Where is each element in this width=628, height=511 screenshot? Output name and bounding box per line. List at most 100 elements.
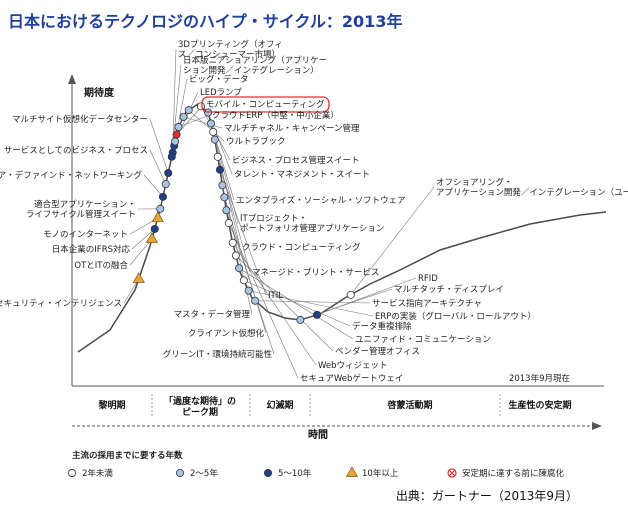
point-label-19: OTとITの融合 [74,260,128,271]
data-point-33 [296,315,305,324]
legend-marker-gt10 [345,466,359,477]
point-label-21: マネージド・プリント・サービス [252,268,379,278]
x-axis-label: 時間 [308,428,328,441]
data-point-31 [244,286,253,295]
point-label-7: マルチチャネル・キャンペーン管理 [224,123,360,134]
data-point-21 [213,152,222,161]
point-label-13: 適合型アプリケーション・ライフサイクル管理スイート [26,199,136,220]
data-point-26 [224,219,233,228]
legend-label-gt10: 10年以上 [362,468,399,479]
point-label-0: 3Dプリンティング（オフィス／コンシューマー市場） [178,39,283,60]
data-point-20 [132,272,145,283]
point-label-18: 日本企業のIFRS対応 [52,244,131,255]
legend-label-obsolete: 安定期に達する前に陳腐化 [462,468,565,479]
leader-line-30 [243,280,351,327]
point-label-6: マルチサイト仮想化データセンター [12,114,148,125]
point-label-1: 日本版ニアショアリング（アプリケーション開発／インテグレーション） [183,55,327,76]
point-label-15: モノのインターネット [43,230,128,240]
point-label-32: サービス指向アーキテクチャ [372,298,482,309]
point-label-14: エンタプライズ・ソーシャル・ソフトウェア [236,195,406,206]
data-point-5 [174,123,183,132]
phase-label-4: 生産性の安定期 [508,399,571,411]
data-point-32 [251,296,260,305]
highlight-box [201,96,330,113]
point-label-35: オフショアリング・アプリケーション開発／インテグレーション（ユーザー直接） [436,177,628,198]
point-label-8: ウルトラブック [226,136,286,147]
time-arrow-head [592,422,602,430]
legend-marker-5to10 [263,468,272,477]
point-label-3: LEDランプ [200,88,242,98]
phase-label-1: 「過度な期待」のピーク期 [164,395,236,418]
data-point-15 [151,211,164,222]
leader-line-6 [149,118,169,174]
point-label-30: データ重複排除 [352,321,412,332]
data-point-6 [164,168,173,177]
point-label-20: セキュリティ・インテリジェンス [0,299,122,309]
point-label-17: クラウド・コンピューティング [242,242,361,253]
data-point-3 [171,137,180,146]
point-label-10: ビジネス・プロセス管理スイート [232,155,360,166]
point-label-11: タレント・マネジメント・スイート [234,170,370,180]
point-label-25: グリーンIT・環境持続可能性 [163,349,273,360]
data-point-25 [222,206,231,215]
leader-line-26 [228,222,299,379]
point-label-2: ビッグ・データ [189,74,249,85]
leader-line-20 [123,278,140,304]
chart-title: 日本におけるテクノロジのハイプ・サイクル：2013年 [8,12,402,31]
data-point-22 [215,165,224,174]
source-note: 出典：ガートナー（2013年9月） [396,489,578,503]
leader-line-29 [238,267,354,340]
leader-line-25 [226,210,275,355]
point-label-27: Webウィジェット [318,361,388,371]
data-point-17 [210,135,219,144]
point-label-28: ベンダー管理オフィス [335,346,420,357]
point-label-24: クライアント仮想化 [188,328,265,339]
data-point-34 [313,310,322,319]
point-label-9: サービスとしてのビジネス・プロセス [4,146,148,156]
leader-line-12 [143,174,164,198]
data-point-8 [184,106,193,115]
legend-label-5to10: 5〜10年 [278,468,312,479]
point-label-26: セキュアWebゲートウェイ [300,373,403,384]
point-label-22: ITIL [268,291,283,301]
legend-label-2to5: 2〜5年 [190,468,218,479]
phase-layer: 黎明期 「過度な期待」のピーク期 幻滅期 啓蒙活動期 生産性の安定期 [97,394,572,418]
data-point-12 [158,192,167,201]
data-point-4 [172,130,181,139]
legend-marker-cross [449,470,455,476]
data-point-1 [167,152,176,161]
data-point-7 [179,112,188,121]
leader-line-27 [232,242,317,366]
data-point-13 [156,204,165,213]
data-point-14 [206,119,215,128]
leader-line-28 [235,255,334,352]
data-point-29 [235,264,244,273]
phase-label-0: 黎明期 [97,399,125,411]
point-label-12: ソフトウェア・デファインド・ネットワーキング [0,170,142,181]
data-point-9 [161,180,170,189]
y-axis-arrow [68,74,76,84]
leader-line-31 [248,290,374,317]
legend-marker-2to5 [175,468,184,477]
data-point-18 [150,224,159,233]
leader-line-9 [149,149,167,185]
leader-line-24 [224,197,267,334]
leader-line-35 [350,186,435,295]
data-point-19 [145,232,159,243]
point-label-31: ERPの実装（グローバル・ロールアウト） [375,311,536,322]
leader-line-21 [217,156,251,273]
point-label-33: マルチタッチ・ディスプレイ [394,284,504,295]
point-label-4: モバイル・コンピューティング [206,99,325,110]
leader-line-8 [188,109,225,142]
point-label-16: ITプロジェクト・ポートフォリオ管理アプリケーション [240,214,384,234]
data-point-23 [218,181,227,190]
data-point-27 [228,238,237,247]
data-point-35 [346,290,355,299]
point-label-5: クラウドERP（中堅・中小企業） [212,110,339,121]
point-layer [132,102,355,324]
data-point-28 [231,251,240,260]
leader-line-18 [131,228,155,250]
y-axis-label: 期待度 [84,86,115,99]
legend-title: 主流の採用までに要する年数 [72,450,183,461]
